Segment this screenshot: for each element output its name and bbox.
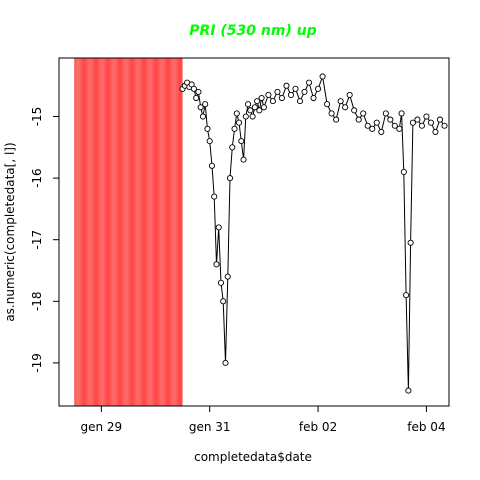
data-point [242, 113, 249, 120]
data-point [414, 116, 421, 123]
data-point [206, 138, 213, 145]
data-point [249, 113, 256, 120]
y-tick-label: -17 [30, 230, 44, 250]
data-point [292, 85, 299, 92]
data-point [432, 128, 439, 135]
data-point [351, 107, 358, 114]
data-point [245, 101, 252, 108]
data-point [436, 116, 444, 123]
axis-layer: gen 29 gen 31 feb 02 feb 04 -19 -18 -17 -16 -15 [30, 57, 450, 434]
data-point [265, 91, 272, 99]
data-point [217, 279, 225, 286]
series-line [182, 74, 445, 391]
data-point [324, 101, 331, 108]
data-point [398, 110, 405, 117]
data-point [283, 82, 290, 89]
data-point [213, 261, 220, 268]
data-point [346, 91, 353, 99]
data-point [301, 88, 308, 95]
data-point [328, 110, 335, 117]
data-point [235, 119, 243, 126]
data-point [208, 162, 216, 169]
data-point [260, 104, 267, 111]
data-point [197, 104, 204, 111]
data-point [256, 107, 263, 114]
data-point [387, 116, 394, 123]
data-point [220, 298, 227, 305]
chart-title: PRI (530 nm) up [189, 23, 316, 39]
data-point [355, 116, 362, 123]
data-point [427, 119, 434, 126]
x-tick-label: gen 29 [80, 420, 122, 434]
data-point [342, 104, 349, 111]
data-point [405, 387, 412, 394]
data-point [418, 122, 425, 129]
data-point [204, 125, 211, 132]
y-tick-label: -19 [30, 353, 44, 373]
data-point [190, 85, 197, 92]
data-point [254, 98, 261, 105]
data-point [195, 88, 202, 95]
data-point [378, 128, 385, 135]
data-point [240, 156, 247, 163]
shaded-region [74, 58, 183, 406]
data-point [364, 122, 371, 129]
data-point [400, 168, 407, 175]
data-point [193, 94, 200, 102]
data-point [319, 73, 326, 80]
y-tick-label: -18 [30, 291, 44, 311]
data-point [441, 122, 448, 129]
data-point [407, 239, 414, 246]
data-point [226, 175, 234, 182]
data-point [333, 116, 340, 123]
data-point [211, 193, 218, 200]
data-point [251, 104, 258, 111]
data-point [238, 138, 245, 145]
data-point [360, 110, 367, 117]
data-point [315, 85, 322, 92]
data-point [274, 88, 281, 95]
data-point [382, 110, 389, 117]
data-point [231, 125, 238, 132]
series-layer [179, 73, 448, 394]
data-point [215, 224, 222, 231]
x-tick-label: feb 02 [299, 420, 337, 434]
y-tick-label: -15 [30, 107, 44, 127]
data-point [396, 125, 403, 132]
x-tick-label: feb 04 [407, 420, 445, 434]
data-point [369, 125, 376, 132]
data-point [409, 119, 416, 126]
data-point [222, 359, 229, 366]
x-tick-label: gen 31 [189, 420, 231, 434]
y-tick-label: -16 [30, 168, 44, 188]
data-point [337, 98, 344, 105]
data-point [224, 273, 231, 280]
data-point [202, 101, 209, 108]
data-point [310, 94, 317, 102]
data-point [287, 91, 295, 99]
data-point [199, 113, 206, 120]
data-point [403, 292, 410, 299]
x-axis-label: completedata$date [194, 450, 312, 464]
data-point [391, 122, 398, 129]
data-point [278, 94, 285, 102]
data-point [305, 79, 313, 86]
shaded-region-layer [74, 58, 183, 406]
data-point [296, 98, 304, 105]
data-point [258, 94, 265, 102]
data-point [247, 107, 254, 114]
data-point [269, 98, 276, 105]
y-axis-label: as.numeric(completedata[, l]) [3, 142, 17, 321]
data-point [229, 144, 236, 151]
data-point [373, 119, 380, 126]
data-point [423, 113, 430, 120]
data-point [233, 110, 240, 117]
